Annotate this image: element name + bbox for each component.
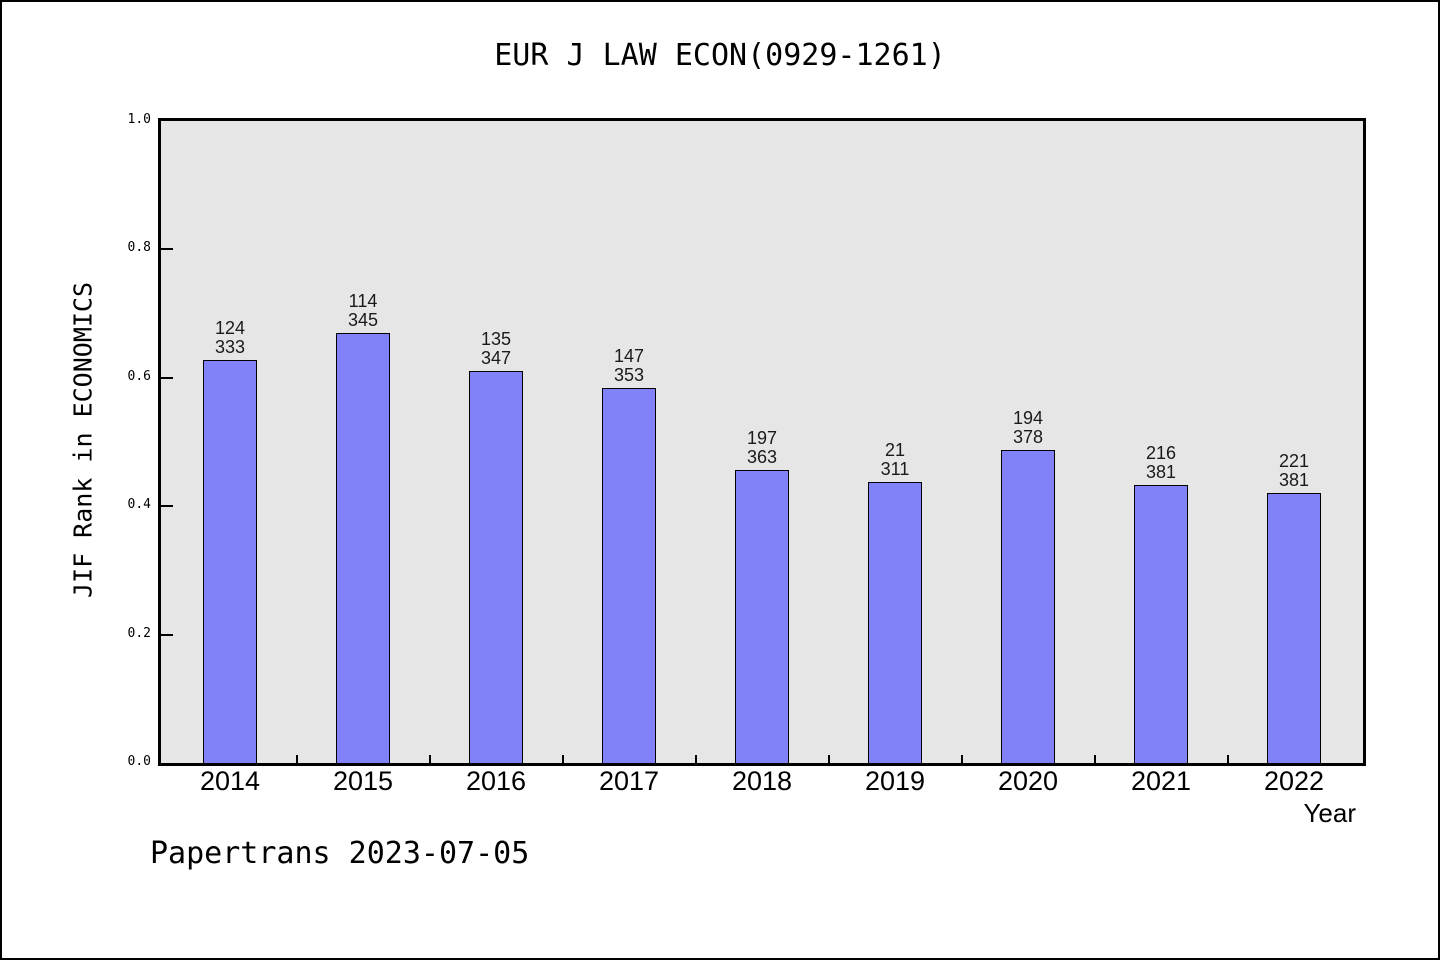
y-axis-title: JIF Rank in ECONOMICS [68,281,98,599]
bar-value-label-2020: 194 378 [1012,408,1044,447]
x-axis-minor-tick [295,755,298,763]
bar-2016 [469,371,523,763]
x-axis-title: Year [1303,798,1356,828]
bar-value-label-2017: 147 353 [613,346,645,385]
y-axis-tick [161,633,173,636]
bar-2015 [336,333,390,763]
x-category-label-2019: 2019 [864,766,926,796]
x-category-label-2018: 2018 [731,766,793,796]
y-axis-tick [161,248,173,251]
x-category-label-2020: 2020 [997,766,1059,796]
x-axis-minor-tick [1093,755,1096,763]
bar-2019 [868,482,922,763]
y-tick-label: 0.4 [127,497,151,513]
y-tick-label: 0.8 [127,240,151,256]
bar-2022 [1267,493,1321,763]
y-axis-tick [161,376,173,379]
x-axis-minor-tick [960,755,963,763]
bar-2018 [735,470,789,763]
chart-title: EUR J LAW ECON(0929-1261) [494,38,946,73]
bar-value-label-2014: 124 333 [214,318,246,357]
x-axis-minor-tick [1226,755,1229,763]
x-category-label-2016: 2016 [465,766,527,796]
x-category-label-2015: 2015 [332,766,394,796]
y-tick-label: 0.6 [127,368,151,384]
bar-2017 [602,388,656,763]
x-axis-minor-tick [827,755,830,763]
y-axis-tick [161,505,173,508]
bar-value-label-2019: 21 311 [880,440,910,479]
bar-value-label-2018: 197 363 [746,428,778,467]
x-category-label-2017: 2017 [598,766,660,796]
x-category-label-2014: 2014 [199,766,261,796]
bar-value-label-2022: 221 381 [1278,451,1310,490]
y-tick-label: 1.0 [127,112,151,127]
x-axis-minor-tick [694,755,697,763]
bar-2021 [1134,485,1188,763]
y-tick-label: 0.0 [127,754,151,769]
bar-value-label-2016: 135 347 [480,329,512,368]
x-category-label-2021: 2021 [1130,766,1192,796]
bar-2020 [1001,450,1055,763]
bar-value-label-2015: 114 345 [347,291,379,330]
x-axis-minor-tick [428,755,431,763]
bar-2014 [203,360,257,763]
bar-value-label-2021: 216 381 [1145,443,1177,482]
x-axis-minor-tick [561,755,564,763]
x-category-label-2022: 2022 [1263,766,1325,796]
y-tick-label: 0.2 [127,625,151,641]
plot-area: 124 333 114 345 135 347 147 353 197 363 21 31… [158,118,1366,766]
footer-note: Papertrans 2023-07-05 [150,836,530,871]
